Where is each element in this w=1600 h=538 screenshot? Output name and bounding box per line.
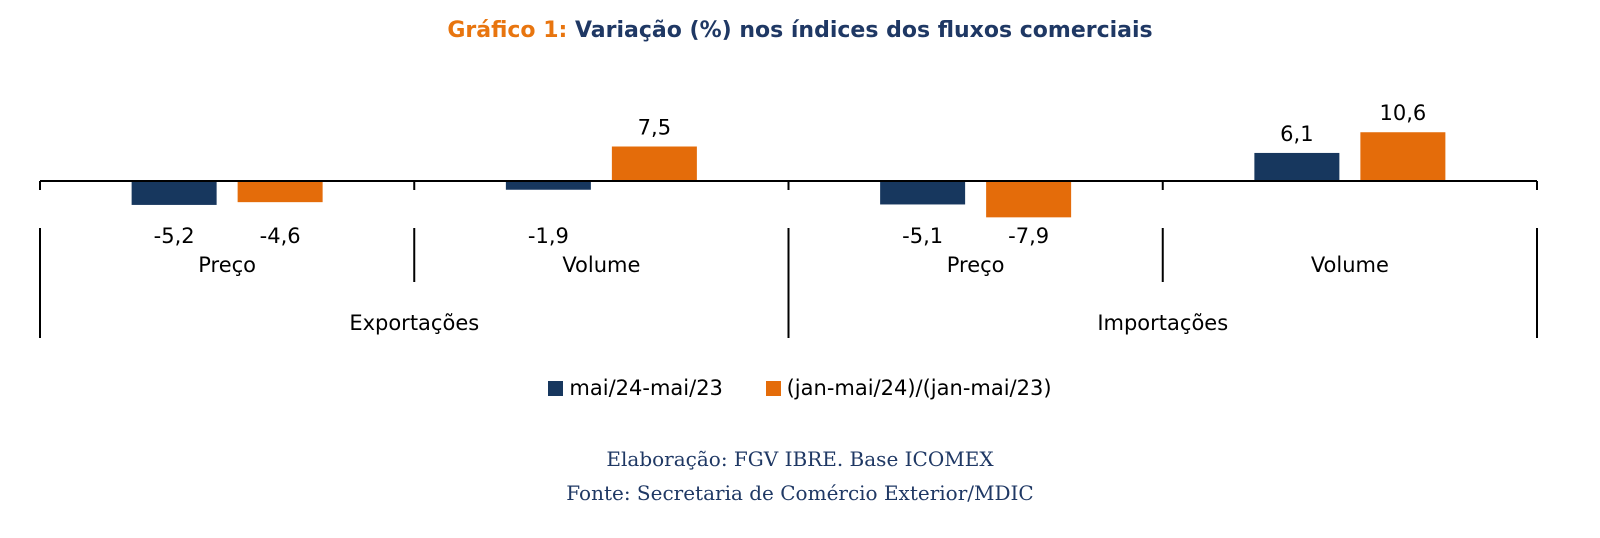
legend-swatch-series-1: [548, 381, 564, 396]
category-label-4: Volume: [1311, 253, 1389, 277]
legend-label-series-2: (jan-mai/24)/(jan-mai/23): [786, 376, 1052, 400]
bar-series-1-cat-3: [880, 181, 966, 205]
data-label-series-1-cat-4: 6,1: [1280, 122, 1313, 146]
legend-swatch-series-2: [765, 381, 781, 396]
group-label-2: Importações: [1097, 311, 1228, 335]
bar-series-1-cat-1: [131, 181, 217, 205]
source-elaboration: Elaboração: FGV IBRE. Base ICOMEX: [606, 447, 994, 471]
data-label-series-1-cat-2: -1,9: [528, 224, 569, 248]
data-label-series-2-cat-3: -7,9: [1008, 224, 1049, 248]
source-notes: Elaboração: FGV IBRE. Base ICOMEX Fonte:…: [0, 442, 1600, 510]
category-label-2: Volume: [562, 253, 640, 277]
legend-item-series-1: mai/24-mai/23: [548, 376, 723, 400]
category-label-3: Preço: [947, 253, 1005, 277]
chart-title-text: Variação (%) nos índices dos fluxos come…: [574, 18, 1153, 43]
source-origin: Fonte: Secretaria de Comércio Exterior/M…: [566, 481, 1034, 505]
chart-title: Gráfico 1: Variação (%) nos índices dos …: [0, 18, 1600, 43]
data-label-series-1-cat-1: -5,2: [154, 224, 195, 248]
category-label-1: Preço: [198, 253, 256, 277]
data-label-series-2-cat-4: 10,6: [1379, 101, 1426, 125]
bar-series-2-cat-3: [986, 181, 1072, 218]
bar-series-2-cat-1: [237, 181, 323, 203]
data-label-series-2-cat-1: -4,6: [260, 224, 301, 248]
data-label-series-1-cat-3: -5,1: [902, 224, 943, 248]
bar-series-1-cat-4: [1254, 152, 1340, 181]
legend-label-series-1: mai/24-mai/23: [569, 376, 723, 400]
bar-series-2-cat-2: [611, 146, 697, 181]
bar-series-2-cat-4: [1360, 132, 1446, 181]
bar-series-1-cat-2: [505, 181, 591, 190]
group-label-1: Exportações: [349, 311, 479, 335]
data-label-series-2-cat-2: 7,5: [638, 116, 671, 140]
chart-title-prefix: Gráfico 1:: [447, 18, 568, 43]
chart-legend: mai/24-mai/23 (jan-mai/24)/(jan-mai/23): [0, 376, 1600, 400]
legend-item-series-2: (jan-mai/24)/(jan-mai/23): [765, 376, 1052, 400]
